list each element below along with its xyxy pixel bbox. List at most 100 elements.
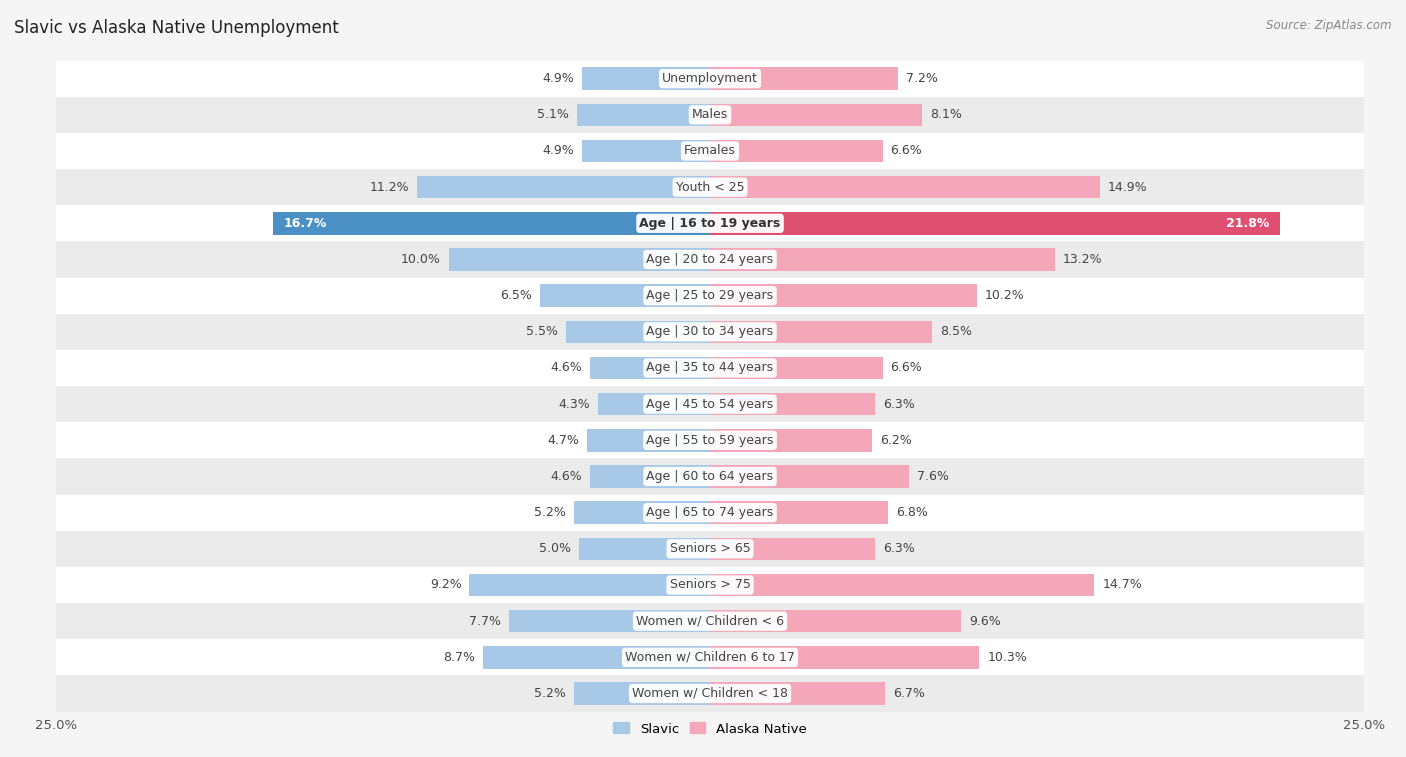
- Text: Youth < 25: Youth < 25: [676, 181, 744, 194]
- Text: Women w/ Children 6 to 17: Women w/ Children 6 to 17: [626, 651, 794, 664]
- Bar: [56, 61, 1364, 97]
- Text: 14.9%: 14.9%: [1108, 181, 1147, 194]
- Text: 6.3%: 6.3%: [883, 397, 914, 410]
- Bar: [540, 285, 710, 307]
- Bar: [710, 248, 1056, 271]
- Bar: [56, 241, 1364, 278]
- Bar: [56, 97, 1364, 133]
- Bar: [449, 248, 710, 271]
- Text: 6.2%: 6.2%: [880, 434, 911, 447]
- Bar: [598, 393, 710, 416]
- Bar: [710, 682, 886, 705]
- Text: 9.6%: 9.6%: [969, 615, 1001, 628]
- Text: 6.3%: 6.3%: [883, 542, 914, 556]
- Text: 16.7%: 16.7%: [284, 217, 328, 230]
- Bar: [710, 212, 1279, 235]
- Bar: [56, 531, 1364, 567]
- Text: 5.2%: 5.2%: [534, 506, 567, 519]
- Text: 5.5%: 5.5%: [526, 326, 558, 338]
- Text: 7.2%: 7.2%: [905, 72, 938, 85]
- Bar: [710, 176, 1099, 198]
- Text: 6.8%: 6.8%: [896, 506, 928, 519]
- Text: 4.6%: 4.6%: [550, 362, 582, 375]
- Bar: [710, 429, 872, 451]
- Bar: [56, 169, 1364, 205]
- Bar: [588, 429, 710, 451]
- Text: Age | 60 to 64 years: Age | 60 to 64 years: [647, 470, 773, 483]
- Bar: [574, 501, 710, 524]
- Text: Seniors > 65: Seniors > 65: [669, 542, 751, 556]
- Bar: [710, 357, 883, 379]
- Text: Females: Females: [685, 145, 735, 157]
- Bar: [56, 603, 1364, 639]
- Text: 8.1%: 8.1%: [929, 108, 962, 121]
- Bar: [482, 646, 710, 668]
- Text: Age | 16 to 19 years: Age | 16 to 19 years: [640, 217, 780, 230]
- Bar: [56, 422, 1364, 459]
- Text: 4.7%: 4.7%: [547, 434, 579, 447]
- Bar: [576, 104, 710, 126]
- Text: 5.1%: 5.1%: [537, 108, 569, 121]
- Bar: [710, 574, 1094, 597]
- Bar: [56, 278, 1364, 313]
- Bar: [56, 567, 1364, 603]
- Bar: [710, 537, 875, 560]
- Text: 8.7%: 8.7%: [443, 651, 475, 664]
- Bar: [56, 133, 1364, 169]
- Bar: [56, 675, 1364, 712]
- Text: Slavic vs Alaska Native Unemployment: Slavic vs Alaska Native Unemployment: [14, 19, 339, 37]
- Bar: [710, 646, 980, 668]
- Text: 7.6%: 7.6%: [917, 470, 949, 483]
- Text: 4.9%: 4.9%: [543, 72, 574, 85]
- Text: 4.9%: 4.9%: [543, 145, 574, 157]
- Text: 9.2%: 9.2%: [430, 578, 461, 591]
- Text: Source: ZipAtlas.com: Source: ZipAtlas.com: [1267, 19, 1392, 32]
- Text: 6.6%: 6.6%: [890, 145, 922, 157]
- Text: 5.2%: 5.2%: [534, 687, 567, 700]
- Bar: [589, 357, 710, 379]
- Bar: [710, 610, 962, 632]
- Text: 7.7%: 7.7%: [468, 615, 501, 628]
- Text: 14.7%: 14.7%: [1102, 578, 1142, 591]
- Bar: [710, 285, 977, 307]
- Text: 21.8%: 21.8%: [1226, 217, 1270, 230]
- Bar: [574, 682, 710, 705]
- Bar: [56, 459, 1364, 494]
- Text: Unemployment: Unemployment: [662, 72, 758, 85]
- Text: Age | 35 to 44 years: Age | 35 to 44 years: [647, 362, 773, 375]
- Bar: [418, 176, 710, 198]
- Bar: [273, 212, 710, 235]
- Bar: [579, 537, 710, 560]
- Bar: [710, 140, 883, 162]
- Bar: [710, 67, 898, 90]
- Text: Age | 25 to 29 years: Age | 25 to 29 years: [647, 289, 773, 302]
- Text: 4.6%: 4.6%: [550, 470, 582, 483]
- Text: 6.6%: 6.6%: [890, 362, 922, 375]
- Text: Women w/ Children < 6: Women w/ Children < 6: [636, 615, 785, 628]
- Bar: [56, 205, 1364, 241]
- Bar: [710, 501, 887, 524]
- Bar: [56, 350, 1364, 386]
- Legend: Slavic, Alaska Native: Slavic, Alaska Native: [607, 717, 813, 741]
- Bar: [56, 313, 1364, 350]
- Bar: [56, 639, 1364, 675]
- Text: Age | 65 to 74 years: Age | 65 to 74 years: [647, 506, 773, 519]
- Bar: [582, 140, 710, 162]
- Text: 11.2%: 11.2%: [370, 181, 409, 194]
- Bar: [710, 321, 932, 343]
- Bar: [470, 574, 710, 597]
- Text: 10.2%: 10.2%: [984, 289, 1025, 302]
- Bar: [567, 321, 710, 343]
- Bar: [509, 610, 710, 632]
- Text: Age | 55 to 59 years: Age | 55 to 59 years: [647, 434, 773, 447]
- Text: 13.2%: 13.2%: [1063, 253, 1102, 266]
- Text: Age | 30 to 34 years: Age | 30 to 34 years: [647, 326, 773, 338]
- Text: 4.3%: 4.3%: [558, 397, 589, 410]
- Text: Age | 45 to 54 years: Age | 45 to 54 years: [647, 397, 773, 410]
- Bar: [710, 466, 908, 488]
- Bar: [710, 393, 875, 416]
- Text: 10.0%: 10.0%: [401, 253, 440, 266]
- Text: 8.5%: 8.5%: [941, 326, 972, 338]
- Bar: [589, 466, 710, 488]
- Bar: [56, 494, 1364, 531]
